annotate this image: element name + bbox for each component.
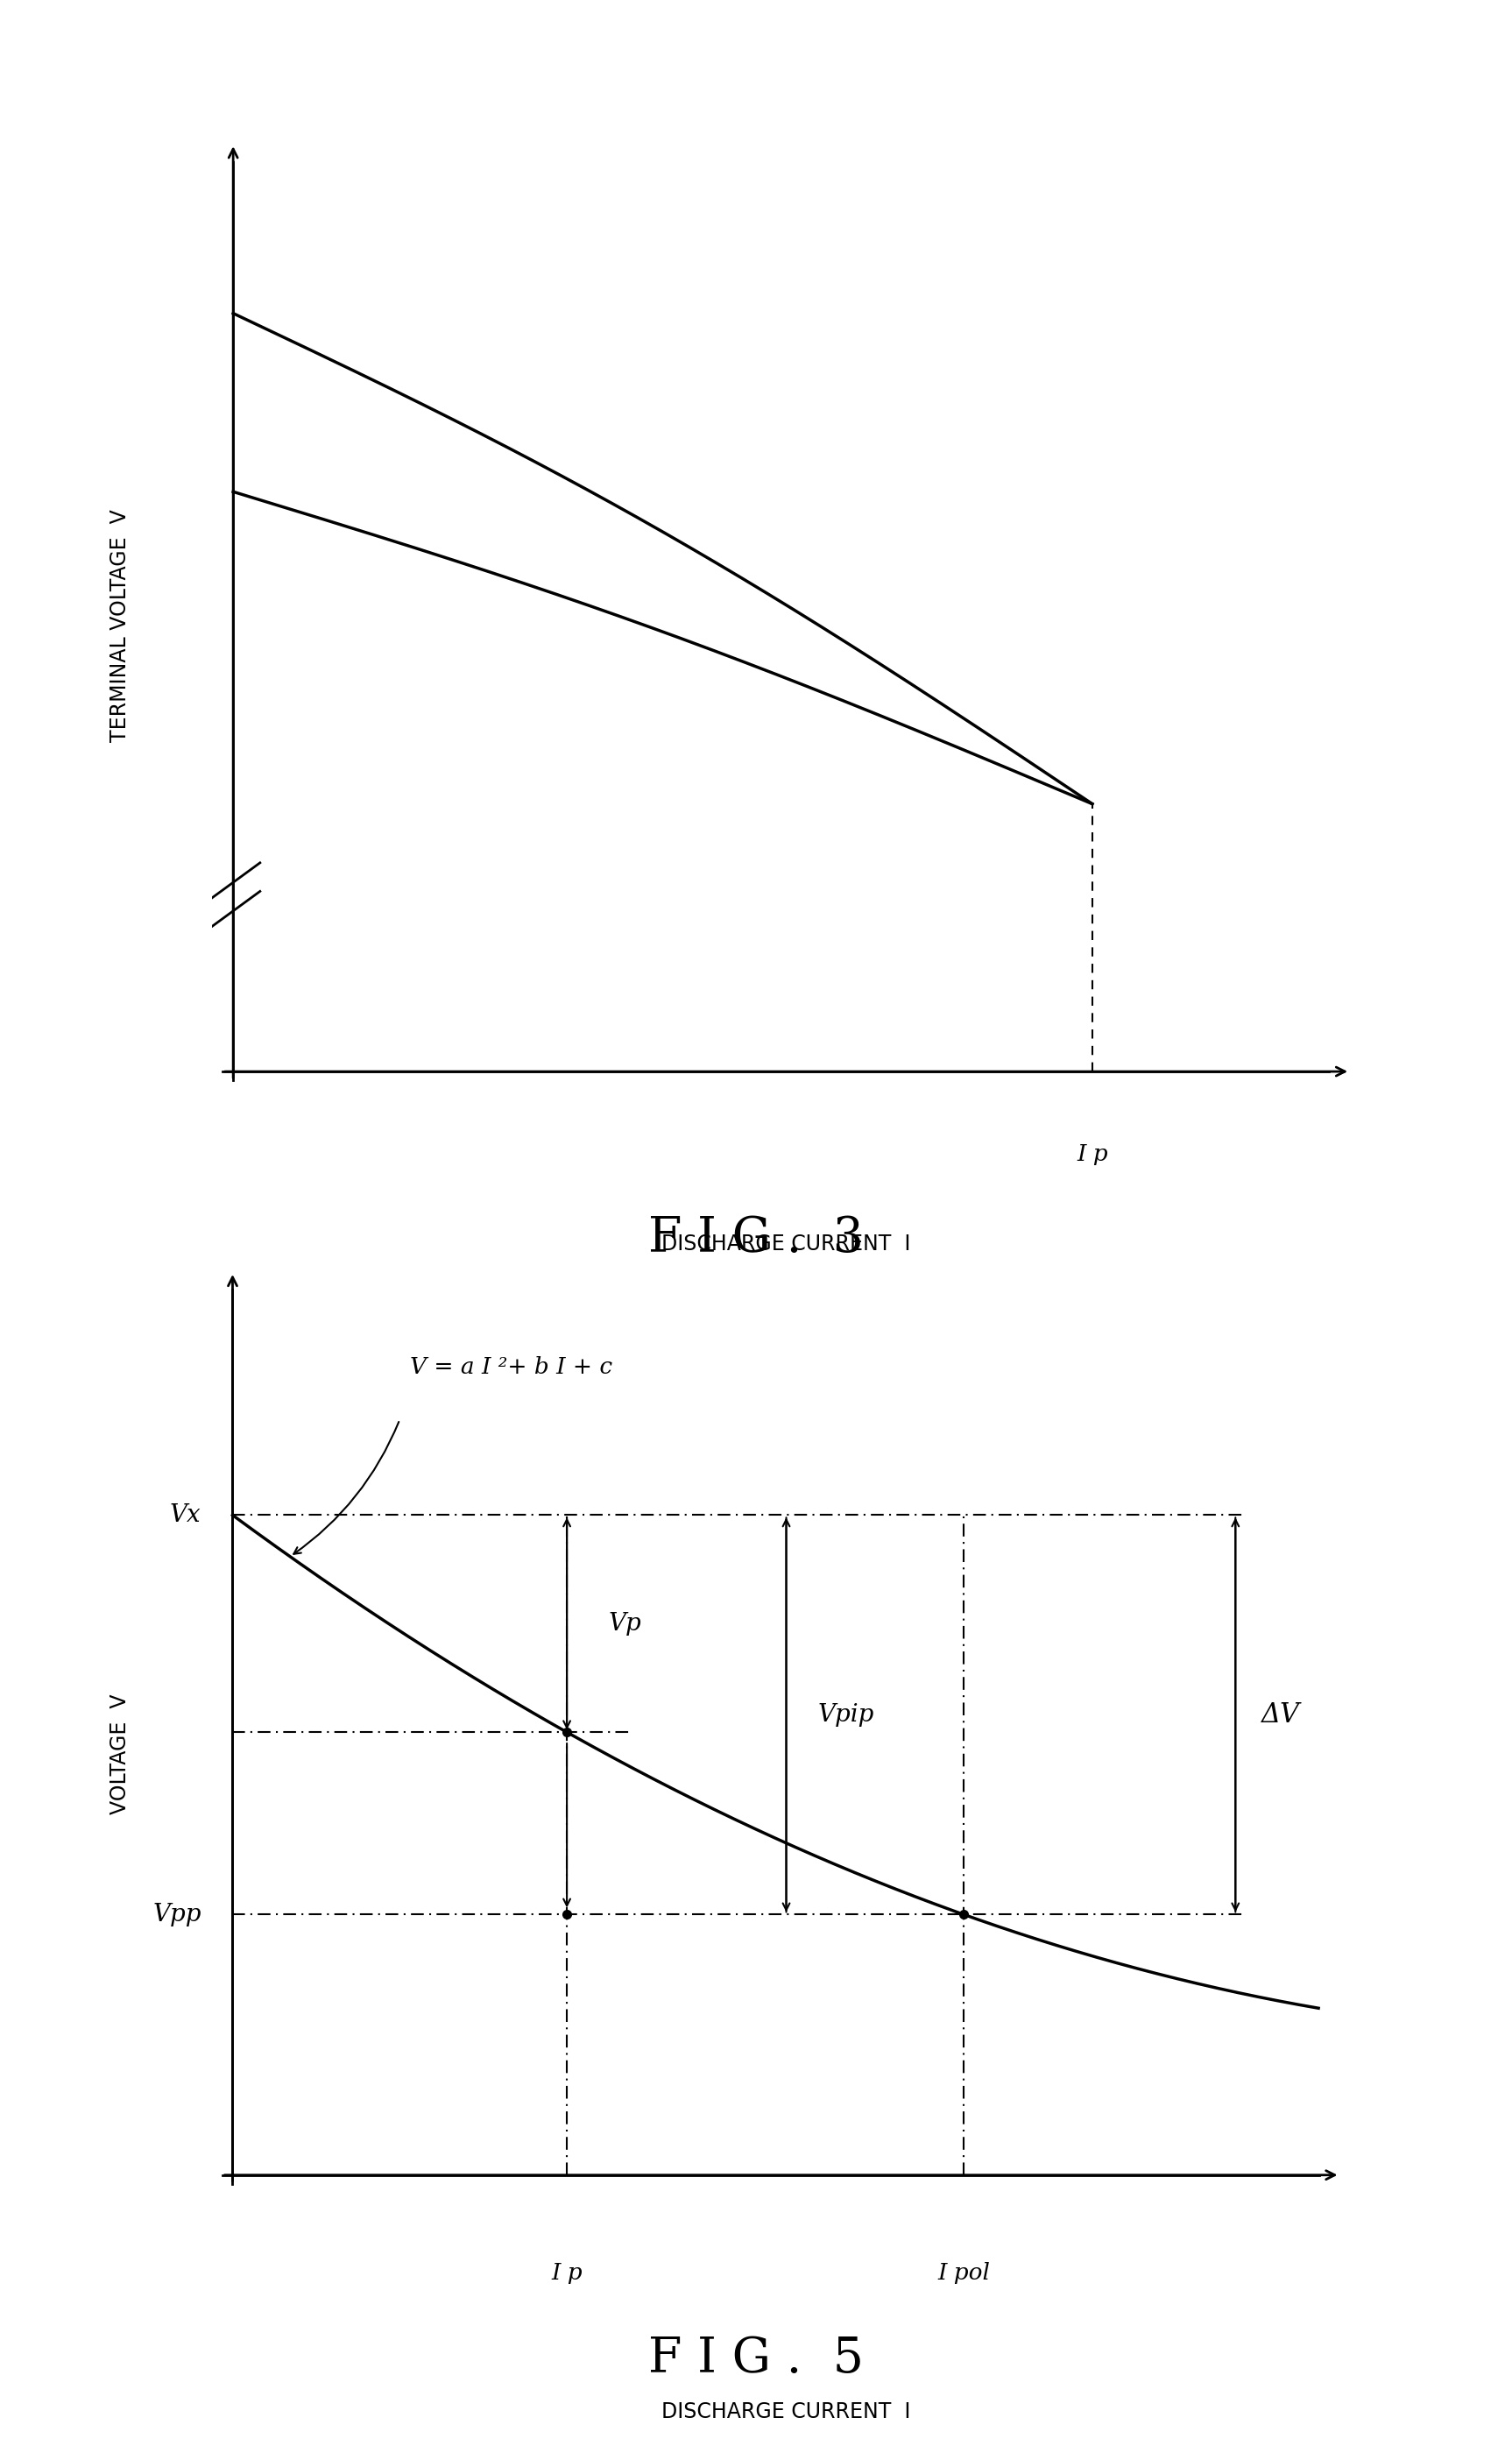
Text: I pol: I pol [937, 2262, 990, 2284]
Text: I p: I p [1077, 1143, 1108, 1165]
Text: Vpp: Vpp [153, 1904, 201, 1926]
Text: Vp: Vp [609, 1612, 641, 1636]
Text: TERMINAL VOLTAGE  V: TERMINAL VOLTAGE V [109, 510, 130, 741]
Text: DISCHARGE CURRENT  I: DISCHARGE CURRENT I [662, 2401, 910, 2424]
Text: F I G .  5: F I G . 5 [649, 2335, 863, 2384]
Text: I p: I p [552, 2262, 582, 2284]
Text: ΔV: ΔV [1261, 1702, 1300, 1729]
Text: F I G .  3: F I G . 3 [649, 1214, 863, 1263]
Text: V = a I ²+ b I + c: V = a I ²+ b I + c [410, 1357, 612, 1379]
Text: DISCHARGE CURRENT  I: DISCHARGE CURRENT I [662, 1234, 910, 1256]
Text: VOLTAGE  V: VOLTAGE V [109, 1693, 130, 1815]
Text: Vpip: Vpip [818, 1702, 874, 1727]
Text: Vx: Vx [169, 1504, 201, 1526]
